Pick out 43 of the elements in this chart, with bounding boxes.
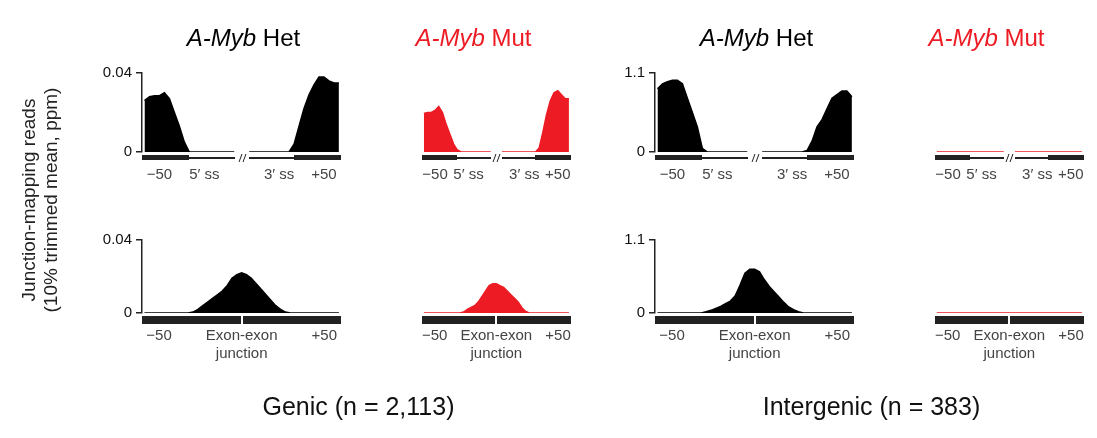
text: Intergenic (n = 383): [762, 392, 981, 421]
x-tick-label: 3′ ss: [776, 165, 808, 183]
x-tick-label: +50: [311, 326, 338, 344]
chart-title: A-Myb Mut: [928, 24, 1045, 52]
x-tick-label: −50: [935, 165, 961, 183]
y-tick-label: 1.1: [624, 63, 645, 81]
x-tick-label: +50: [311, 165, 337, 183]
x-tick-label: Exon-exon junction: [973, 326, 1046, 362]
x-tick-label: 5′ ss: [453, 165, 484, 183]
x-tick-label: Exon-exon junction: [718, 326, 791, 362]
x-tick-label: Exon-exon junction: [205, 326, 278, 362]
x-tick-label: +50: [1058, 165, 1084, 183]
chart-title: A-Myb Het: [699, 24, 814, 52]
x-tick-label: 3′ ss: [1022, 165, 1053, 183]
x-tick-label: +50: [1058, 326, 1084, 344]
chart-title: A-Myb Het: [186, 24, 301, 52]
y-axis-title: Junction-mapping reads (10% trimmed mean, ppm): [18, 86, 62, 315]
y-tick-label: 0.04: [102, 63, 132, 81]
x-tick-label: −50: [659, 165, 686, 183]
x-tick-label: −50: [659, 326, 685, 344]
y-tick-label: 0: [636, 303, 645, 321]
x-tick-label: −50: [422, 165, 448, 183]
x-tick-label: −50: [421, 326, 448, 344]
x-tick-label: −50: [146, 326, 172, 344]
x-tick-label: +50: [545, 165, 571, 183]
y-tick-label: 0: [123, 303, 132, 321]
y-tick-label: 0: [636, 142, 645, 160]
y-tick-label: 0.04: [102, 230, 132, 248]
x-tick-label: +50: [824, 165, 850, 183]
x-tick-label: +50: [824, 326, 851, 344]
x-tick-label: 3′ ss: [509, 165, 540, 183]
x-tick-label: −50: [146, 165, 173, 183]
y-tick-label: 0: [123, 142, 132, 160]
x-tick-label: +50: [545, 326, 571, 344]
chart-title: A-Myb Mut: [415, 24, 532, 52]
text: Genic (n = 2,113): [262, 392, 455, 421]
x-tick-label: 5′ ss: [702, 165, 733, 183]
x-tick-label: −50: [934, 326, 961, 344]
x-tick-label: 5′ ss: [966, 165, 997, 183]
x-tick-label: 5′ ss: [189, 165, 220, 183]
x-tick-label: Exon-exon junction: [460, 326, 533, 362]
y-tick-label: 1.1: [624, 230, 645, 248]
x-tick-label: 3′ ss: [263, 165, 295, 183]
